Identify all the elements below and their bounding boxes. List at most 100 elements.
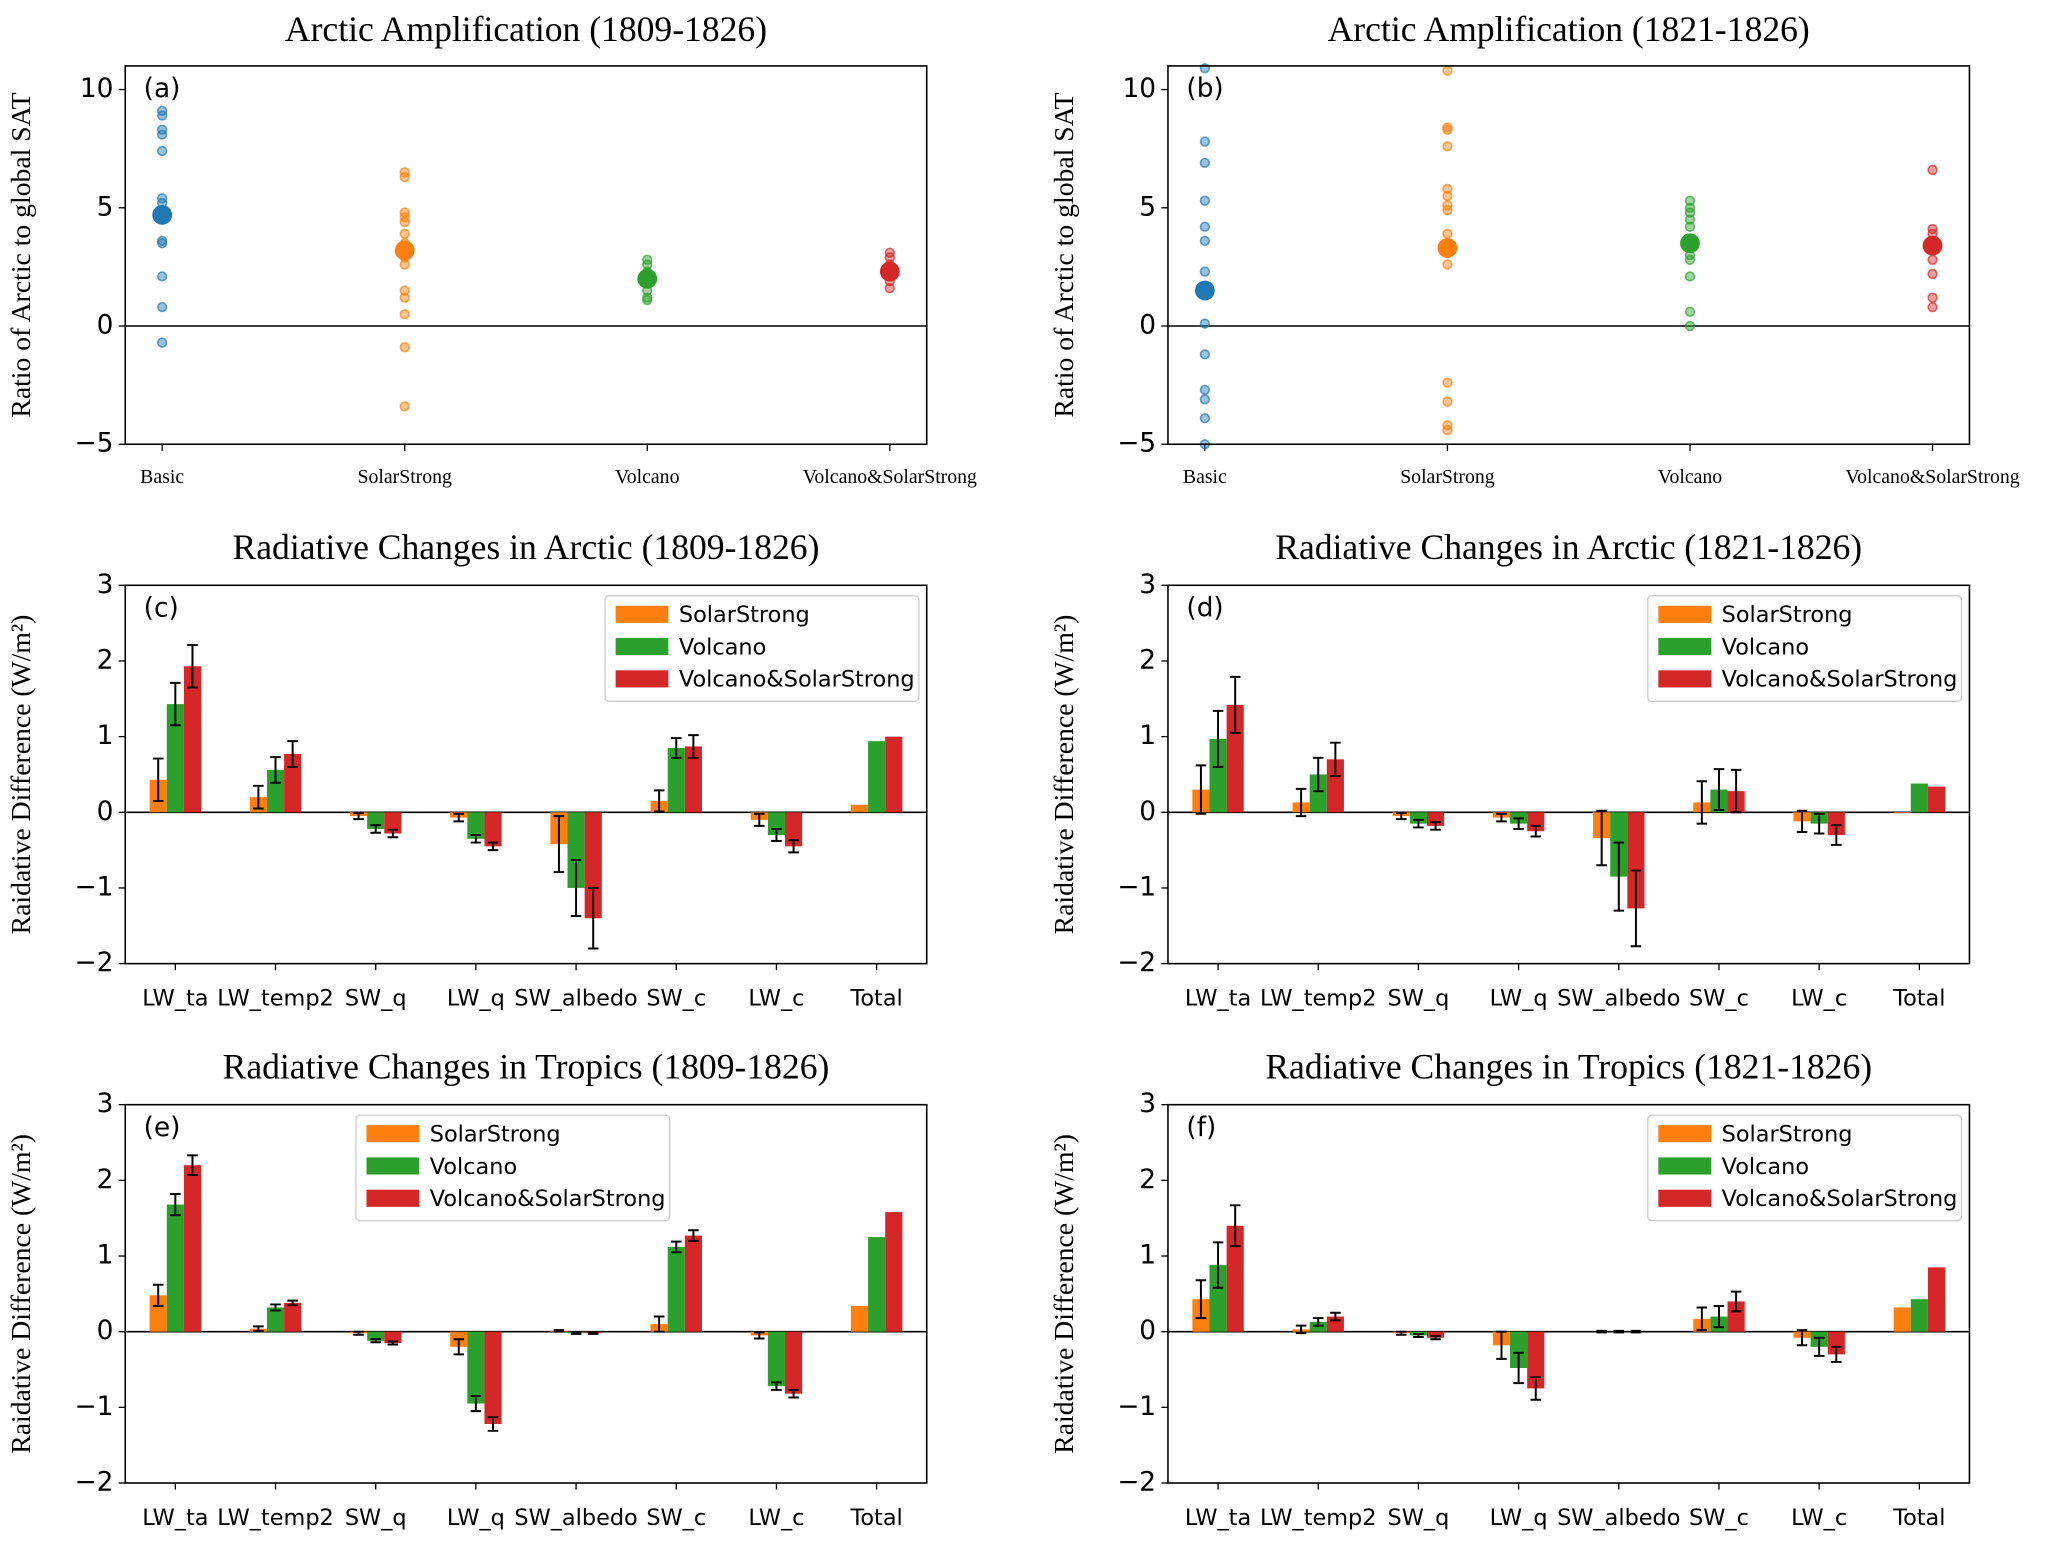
bar [785, 1331, 803, 1394]
error-bar [1613, 1329, 1625, 1334]
point [1684, 254, 1696, 265]
point [1442, 396, 1453, 407]
bar [684, 1235, 702, 1332]
legend-label: SolarStrong [430, 1121, 561, 1147]
x-tick-label: LW_ta [142, 1505, 208, 1531]
point [399, 342, 410, 353]
x-tick-label: SW_albedo [514, 986, 637, 1012]
point [1442, 205, 1453, 216]
error-bar [1613, 841, 1625, 912]
y-tick-label: 1 [97, 721, 114, 751]
bar [1927, 786, 1946, 813]
x-tick-label: LW_ta [142, 986, 208, 1012]
y-axis-label: Ratio of Arctic to global SAT [5, 92, 36, 417]
bar [484, 1331, 502, 1424]
x-tick-label: Volcano&SolarStrong [803, 466, 977, 488]
point [157, 301, 168, 313]
x-tick-label: LW_ta [1185, 986, 1251, 1012]
point [157, 110, 168, 121]
mean-point [1194, 280, 1215, 301]
bar [467, 812, 485, 839]
error-bar [387, 828, 399, 839]
chart-title: Radiative Changes in Tropics (1821-1826) [1265, 1047, 1872, 1087]
legend-box [1647, 1114, 1963, 1222]
point [1442, 65, 1453, 76]
y-tick-label: 0 [1139, 797, 1156, 827]
point [399, 171, 410, 183]
x-tick-label: SW_q [345, 986, 407, 1012]
bar [850, 1305, 869, 1332]
y-tick-label: −2 [75, 1468, 114, 1498]
point [157, 129, 168, 140]
y-tick-label: 3 [1139, 570, 1156, 600]
error-bar [487, 841, 499, 852]
axes-frame [124, 1103, 928, 1484]
error-bar [1312, 756, 1324, 793]
bar [684, 746, 702, 813]
error-bar [1513, 817, 1524, 830]
error-bar [570, 1331, 582, 1335]
point [1442, 424, 1453, 436]
error-bar [587, 886, 599, 950]
legend-box [355, 1114, 671, 1222]
error-bar [1513, 1351, 1524, 1385]
legend-label: Volcano&SolarStrong [430, 1186, 666, 1212]
bar [1409, 812, 1427, 824]
error-bar [688, 1229, 699, 1242]
y-tick-label: 3 [97, 1089, 114, 1119]
bar [1226, 704, 1244, 813]
x-tick-label: LW_c [748, 1505, 804, 1531]
error-bar [1195, 764, 1207, 815]
error-bar [353, 1330, 364, 1336]
legend-swatch [615, 638, 669, 656]
y-tick-label: 1 [1139, 1241, 1156, 1271]
error-bar [1496, 812, 1507, 823]
bar [266, 769, 285, 813]
bar [284, 754, 302, 813]
legend-label: Volcano [1722, 634, 1809, 660]
x-tick-label: LW_c [1791, 1505, 1847, 1531]
error-bar [370, 1338, 381, 1344]
error-bar [170, 681, 181, 727]
error-bar [370, 824, 381, 834]
error-bar [670, 737, 682, 759]
bar [384, 1331, 402, 1344]
panel-label: (f) [1186, 1113, 1216, 1143]
point [157, 238, 168, 249]
panel-label: (d) [1186, 594, 1223, 624]
x-tick-label: LW_q [1490, 1505, 1548, 1531]
axes-frame [1167, 65, 1971, 446]
error-bar [1813, 812, 1825, 835]
y-tick-label: −1 [1117, 1392, 1156, 1422]
error-bar [287, 1299, 298, 1307]
legend-swatch [366, 1189, 420, 1207]
legend-swatch [1658, 1189, 1712, 1207]
error-bar [1596, 1329, 1607, 1334]
axes-frame [1167, 1103, 1971, 1484]
point [399, 309, 410, 320]
bar [1627, 812, 1645, 909]
bar [484, 812, 502, 847]
point [1199, 136, 1211, 147]
error-bar [170, 1192, 181, 1217]
y-tick-label: 2 [1139, 1165, 1156, 1195]
legend-box [604, 595, 920, 702]
x-tick-label: LW_q [447, 1505, 505, 1531]
y-tick-label: 5 [1139, 192, 1156, 222]
point [1927, 268, 1938, 280]
error-bar [152, 757, 164, 802]
mean-point [394, 240, 415, 261]
y-tick-label: −2 [75, 948, 114, 978]
error-bar [1229, 1204, 1241, 1248]
legend-label: SolarStrong [1722, 602, 1853, 628]
bar [868, 741, 886, 813]
x-tick-label: Basic [140, 466, 184, 488]
x-tick-label: SolarStrong [357, 466, 452, 488]
point [1684, 214, 1696, 225]
bar [667, 1246, 685, 1332]
error-bar [1713, 768, 1725, 812]
bar [1426, 1331, 1445, 1338]
error-bar [1413, 818, 1424, 829]
x-tick-label: LW_temp2 [217, 986, 334, 1012]
bar [584, 812, 602, 919]
